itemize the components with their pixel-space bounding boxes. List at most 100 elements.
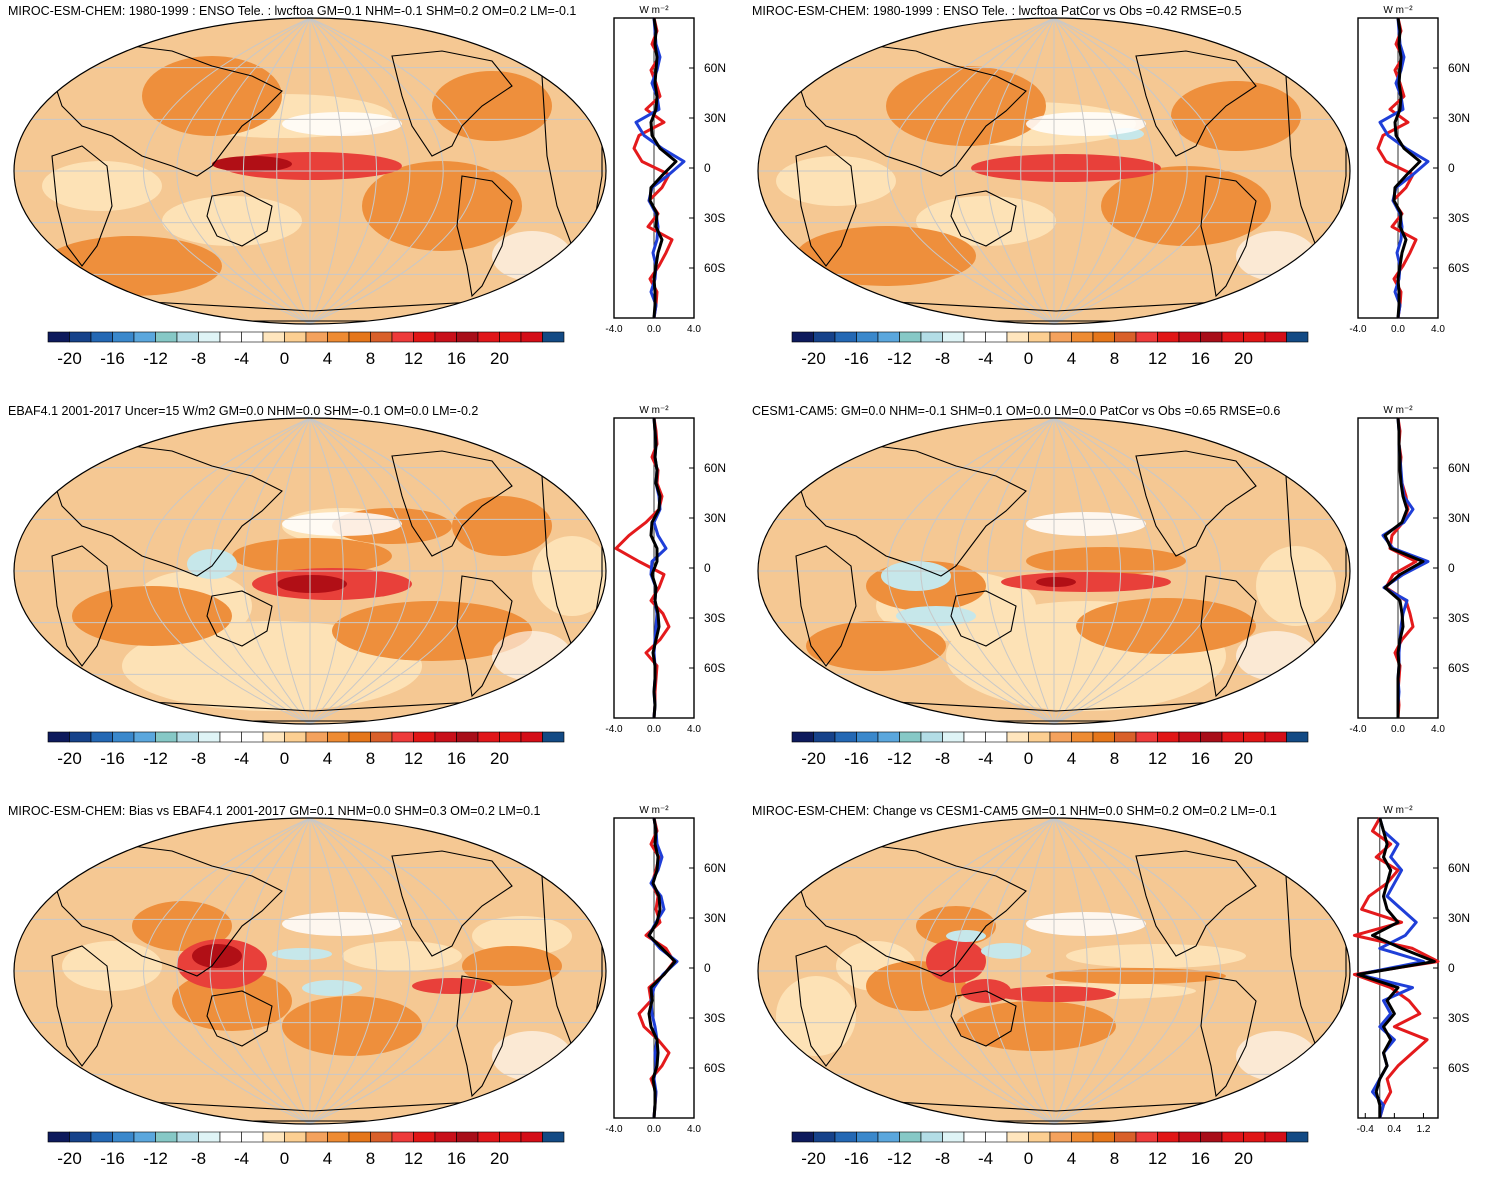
colorbar-swatch [899,731,922,743]
colorbar-swatch [1092,1131,1115,1143]
colorbar-swatch [1114,731,1137,743]
profile-lat-label: 0 [704,561,711,575]
colorbar-label: -12 [143,1149,168,1168]
colorbar-label: -12 [887,749,912,768]
profile-x-tick: 4.0 [1431,724,1445,735]
colorbar-label: 20 [490,749,509,768]
colorbar-swatch [520,1131,543,1143]
colorbar-label: 4 [323,349,332,368]
profile-x-tick: -4.0 [605,1124,623,1135]
colorbar-swatch [1092,331,1115,343]
colorbar-swatch [391,1131,414,1143]
colorbar-swatch [1049,731,1072,743]
profile-area: W m⁻² 60N 30N 0 30S 60S -4.0 0.0 4.0 [604,800,744,1145]
colorbar-swatch [69,331,92,343]
colorbar: -20 -16 -12 -8 -4 0 4 8 12 16 20 [47,731,565,768]
colorbar-swatch [920,331,943,343]
colorbar-label: 4 [1067,1149,1076,1168]
colorbar-label: 20 [1234,749,1253,768]
colorbar-swatch [155,331,178,343]
colorbar-swatch [327,1131,350,1143]
profile-lat-label: 30S [704,211,725,225]
robinson-map [757,817,1351,1125]
colorbar-swatch [155,1131,178,1143]
colorbar-area: -20 -16 -12 -8 -4 0 4 8 12 16 20 [791,331,1309,372]
profile-series-line [649,417,662,719]
colorbar-swatch [856,1131,879,1143]
robinson-map [13,817,607,1125]
profile-lat-label: 30N [704,911,726,925]
profile-lat-label: 60S [1448,261,1469,275]
colorbar-swatch [198,331,221,343]
profile-area: W m⁻² 60N 30N 0 30S 60S -0.4 0.4 1.2 [1348,800,1488,1145]
colorbar-label: 16 [1191,1149,1210,1168]
colorbar-swatch [856,731,879,743]
colorbar-label: -4 [234,749,249,768]
colorbar-swatch [305,331,328,343]
colorbar-swatch [1071,1131,1094,1143]
colorbar-swatch [348,731,371,743]
colorbar-swatch [241,1131,264,1143]
profile-x-tick: 0.0 [1391,724,1405,735]
colorbar-swatch [1006,331,1029,343]
colorbar-swatch [542,331,565,343]
colorbar-label: 4 [1067,349,1076,368]
colorbar-area: -20 -16 -12 -8 -4 0 4 8 12 16 20 [47,331,565,372]
colorbar-swatch [1286,731,1309,743]
profile-series-line [1356,817,1436,1118]
colorbar-swatch [47,1131,70,1143]
colorbar-label: 20 [1234,349,1253,368]
profile-x-tick: 0.4 [1387,1124,1401,1135]
colorbar-swatch [477,1131,500,1143]
colorbar-swatch [542,731,565,743]
colorbar-label: -4 [978,1149,993,1168]
profile-units: W m⁻² [1383,805,1413,816]
colorbar-swatch [47,731,70,743]
colorbar-swatch [1135,731,1158,743]
colorbar-label: -16 [844,349,869,368]
colorbar-swatch [813,331,836,343]
colorbar-area: -20 -16 -12 -8 -4 0 4 8 12 16 20 [791,1131,1309,1172]
colorbar-label: 20 [490,349,509,368]
colorbar-swatch [133,1131,156,1143]
profile-x-tick: 4.0 [1431,324,1445,335]
colorbar-label: 16 [447,1149,466,1168]
colorbar-swatch [1243,731,1266,743]
colorbar-swatch [1028,1131,1051,1143]
colorbar-swatch [370,331,393,343]
panel-2: MIROC-ESM-CHEM: 1980-1999 : ENSO Tele. :… [744,0,1488,390]
colorbar-swatch [942,731,965,743]
colorbar-label: 4 [323,1149,332,1168]
panel-title: MIROC-ESM-CHEM: 1980-1999 : ENSO Tele. :… [752,4,1242,18]
profile-lat-label: 0 [704,161,711,175]
colorbar-swatch [877,331,900,343]
profile-x-tick: 4.0 [687,1124,701,1135]
profile-x-tick: 0.0 [647,1124,661,1135]
colorbar-swatch [284,731,307,743]
profile-series-line [1383,417,1425,718]
colorbar-swatch [284,331,307,343]
colorbar-area: -20 -16 -12 -8 -4 0 4 8 12 16 20 [791,731,1309,772]
colorbar-swatch [920,731,943,743]
panel-title: EBAF4.1 2001-2017 Uncer=15 W/m2 GM=0.0 N… [8,404,479,418]
colorbar-swatch [434,1131,457,1143]
colorbar-label: 8 [1110,1149,1119,1168]
colorbar-swatch [791,731,814,743]
profile-lat-label: 60N [704,461,726,475]
colorbar: -20 -16 -12 -8 -4 0 4 8 12 16 20 [47,1131,565,1168]
colorbar-swatch [499,1131,522,1143]
colorbar-label: 0 [1024,749,1033,768]
colorbar-label: 8 [366,349,375,368]
zonal-mean-profile: W m⁻² 60N 30N 0 30S 60S -4.0 0.0 4.0 [605,405,726,735]
colorbar-label: 4 [323,749,332,768]
map-area [756,816,1352,1126]
colorbar-swatch [877,1131,900,1143]
colorbar-label: -20 [801,349,826,368]
profile-series-line [1376,17,1418,319]
colorbar-swatch [985,331,1008,343]
profile-units: W m⁻² [1383,5,1413,16]
colorbar-label: 16 [447,349,466,368]
colorbar-swatch [477,731,500,743]
profile-lat-label: 30S [1448,211,1469,225]
robinson-map [757,17,1351,325]
